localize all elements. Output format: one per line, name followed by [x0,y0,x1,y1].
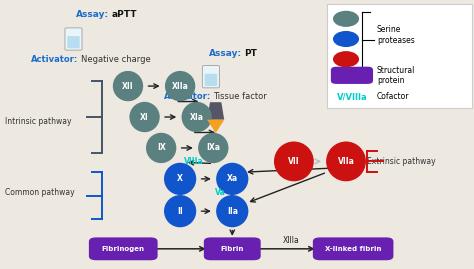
Text: V/VIIIa: V/VIIIa [337,92,367,101]
FancyBboxPatch shape [67,36,80,48]
Text: aPTT: aPTT [111,10,137,19]
Text: Structural
protein: Structural protein [377,66,415,85]
Text: XIIIa: XIIIa [283,236,300,245]
Text: PT: PT [244,49,257,58]
Text: Negative charge: Negative charge [81,55,150,64]
Ellipse shape [165,71,195,101]
Ellipse shape [146,133,176,163]
FancyBboxPatch shape [205,74,217,86]
Text: Activator:: Activator: [31,55,78,64]
Text: Extrinsic pathway: Extrinsic pathway [367,157,436,166]
Ellipse shape [333,11,359,27]
Ellipse shape [326,141,366,181]
Text: Serine
proteases: Serine proteases [377,25,415,45]
Ellipse shape [333,31,359,47]
Ellipse shape [113,71,143,101]
Ellipse shape [216,163,248,195]
Text: X: X [177,174,183,183]
FancyBboxPatch shape [202,66,219,88]
Text: Fibrinogen: Fibrinogen [102,246,145,252]
Text: Intrinsic pathway: Intrinsic pathway [5,116,71,126]
Text: VII: VII [288,157,300,166]
FancyBboxPatch shape [204,238,261,260]
Text: Tissue factor: Tissue factor [213,92,267,101]
Text: XII: XII [122,82,134,91]
Ellipse shape [198,133,228,163]
Ellipse shape [182,102,212,132]
FancyBboxPatch shape [327,4,472,108]
Text: XIa: XIa [190,112,204,122]
Text: VIIa: VIIa [337,157,355,166]
Text: IX: IX [157,143,165,153]
Ellipse shape [129,102,160,132]
Text: Assay:: Assay: [76,10,109,19]
Ellipse shape [333,51,359,67]
FancyBboxPatch shape [331,67,373,84]
Text: Va: Va [215,188,226,197]
Text: IXa: IXa [206,143,220,153]
Text: X-linked fibrin: X-linked fibrin [325,246,381,252]
Text: VIIIa: VIIIa [184,157,204,166]
Ellipse shape [216,195,248,227]
Ellipse shape [274,141,314,181]
Text: Assay:: Assay: [209,49,242,58]
Ellipse shape [164,163,196,195]
FancyBboxPatch shape [313,238,393,260]
Text: Xa: Xa [227,174,238,183]
FancyBboxPatch shape [89,238,157,260]
Text: Activator:: Activator: [164,92,211,101]
Polygon shape [207,102,224,120]
FancyBboxPatch shape [65,28,82,50]
Text: Common pathway: Common pathway [5,188,74,197]
Text: XIIa: XIIa [172,82,189,91]
Polygon shape [207,120,224,133]
Text: XI: XI [140,112,149,122]
Text: Fibrin: Fibrin [220,246,244,252]
Text: IIa: IIa [227,207,238,216]
Text: Cofactor: Cofactor [377,92,410,101]
Text: II: II [177,207,183,216]
Ellipse shape [164,195,196,227]
